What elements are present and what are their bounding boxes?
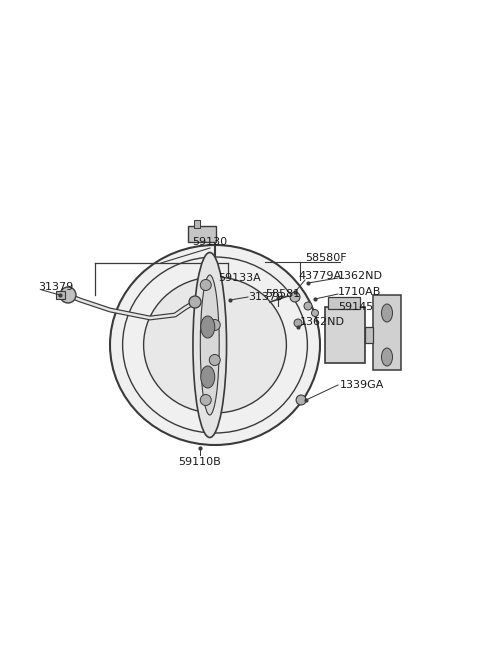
Text: 59133A: 59133A: [218, 273, 261, 283]
Circle shape: [294, 319, 302, 327]
Text: 31379: 31379: [38, 282, 73, 292]
Ellipse shape: [382, 304, 393, 322]
Ellipse shape: [382, 348, 393, 366]
Circle shape: [209, 320, 220, 331]
Text: 1362ND: 1362ND: [338, 271, 383, 281]
Bar: [56, 291, 65, 299]
Text: 1710AB: 1710AB: [338, 287, 382, 297]
Circle shape: [60, 287, 76, 303]
Ellipse shape: [110, 245, 320, 445]
Text: 31379: 31379: [248, 292, 283, 302]
Circle shape: [290, 292, 300, 302]
Bar: [325, 307, 365, 363]
Text: 58581: 58581: [265, 289, 300, 299]
Ellipse shape: [200, 275, 219, 415]
Ellipse shape: [201, 316, 215, 338]
Ellipse shape: [193, 252, 227, 438]
Circle shape: [189, 296, 201, 308]
Text: 1339GA: 1339GA: [340, 380, 384, 390]
Ellipse shape: [144, 277, 287, 413]
Circle shape: [200, 280, 211, 291]
Text: 1362ND: 1362ND: [300, 317, 345, 327]
Text: 58580F: 58580F: [305, 253, 347, 263]
Text: 59130: 59130: [192, 237, 228, 247]
Circle shape: [304, 302, 312, 310]
Ellipse shape: [201, 366, 215, 388]
Circle shape: [200, 394, 211, 405]
Bar: [365, 327, 373, 343]
Circle shape: [209, 354, 220, 365]
Circle shape: [312, 310, 319, 316]
Circle shape: [296, 395, 306, 405]
Text: 43779A: 43779A: [298, 271, 341, 281]
Text: 59145: 59145: [338, 302, 373, 312]
Bar: [328, 297, 360, 309]
Bar: [373, 295, 401, 370]
Text: 59110B: 59110B: [179, 457, 221, 467]
Bar: [188, 226, 216, 242]
Bar: [194, 220, 200, 228]
